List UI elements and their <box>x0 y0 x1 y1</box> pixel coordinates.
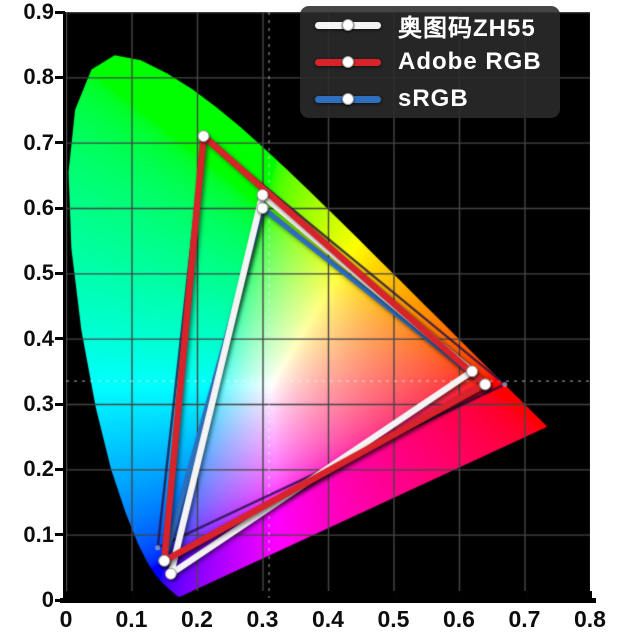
x-tick-label: 0.6 <box>443 606 475 632</box>
x-tick-label: 0.1 <box>115 606 148 632</box>
y-tick-label: 0.5 <box>23 260 54 286</box>
y-tick <box>55 467 65 471</box>
y-tick <box>55 10 65 14</box>
legend-marker-dot-icon <box>342 19 354 31</box>
y-tick-label: 0.8 <box>23 64 54 90</box>
x-tick-label: 0.5 <box>377 606 410 632</box>
y-tick <box>55 337 65 341</box>
y-tick-label: 0.9 <box>23 0 54 24</box>
y-tick-label: 0.7 <box>23 129 54 155</box>
x-tick-label: 0.8 <box>574 606 606 632</box>
x-tick <box>457 591 461 599</box>
y-tick-label: 0.4 <box>23 325 54 351</box>
legend-label: Adobe RGB <box>398 48 542 75</box>
x-tick-label: 0.3 <box>246 606 279 632</box>
legend-label: sRGB <box>398 85 469 112</box>
y-tick <box>55 402 65 406</box>
y-tick-label: 0.6 <box>23 195 54 220</box>
y-tick <box>55 533 65 537</box>
x-tick <box>261 591 264 599</box>
y-tick-label: 0.3 <box>23 391 54 416</box>
legend-line-sample <box>315 93 381 105</box>
x-tick <box>588 591 592 599</box>
legend-item: Adobe RGB <box>300 47 560 77</box>
x-tick <box>64 591 68 599</box>
y-tick-label: 0.1 <box>23 521 54 547</box>
y-tick <box>55 598 65 602</box>
x-tick-label: 0.2 <box>181 606 213 632</box>
y-axis-line <box>63 12 66 601</box>
y-tick <box>55 75 65 79</box>
y-tick-label: 0.2 <box>23 456 54 482</box>
x-tick-label: 0.4 <box>312 606 344 632</box>
legend-line-sample <box>315 56 381 68</box>
legend-item: sRGB <box>300 84 560 114</box>
legend-item: 奥图码ZH55 <box>300 10 560 42</box>
legend-marker-dot-icon <box>342 93 354 105</box>
x-tick-label: 0 <box>59 606 73 632</box>
legend-label: 奥图码ZH55 <box>398 14 536 42</box>
x-tick <box>195 591 199 599</box>
y-tick-label: 0 <box>41 587 54 612</box>
y-tick <box>55 141 65 145</box>
y-tick <box>55 206 65 210</box>
x-tick <box>326 591 330 599</box>
x-tick <box>523 591 526 599</box>
legend-line-sample <box>315 19 381 31</box>
x-tick <box>392 591 395 599</box>
y-tick <box>55 271 65 275</box>
x-axis-line <box>60 598 596 603</box>
x-tick-label: 0.7 <box>508 606 541 632</box>
legend-marker-dot-icon <box>342 56 354 68</box>
legend: 奥图码ZH55 Adobe RGB sRGB <box>300 6 560 118</box>
x-tick <box>130 591 133 599</box>
